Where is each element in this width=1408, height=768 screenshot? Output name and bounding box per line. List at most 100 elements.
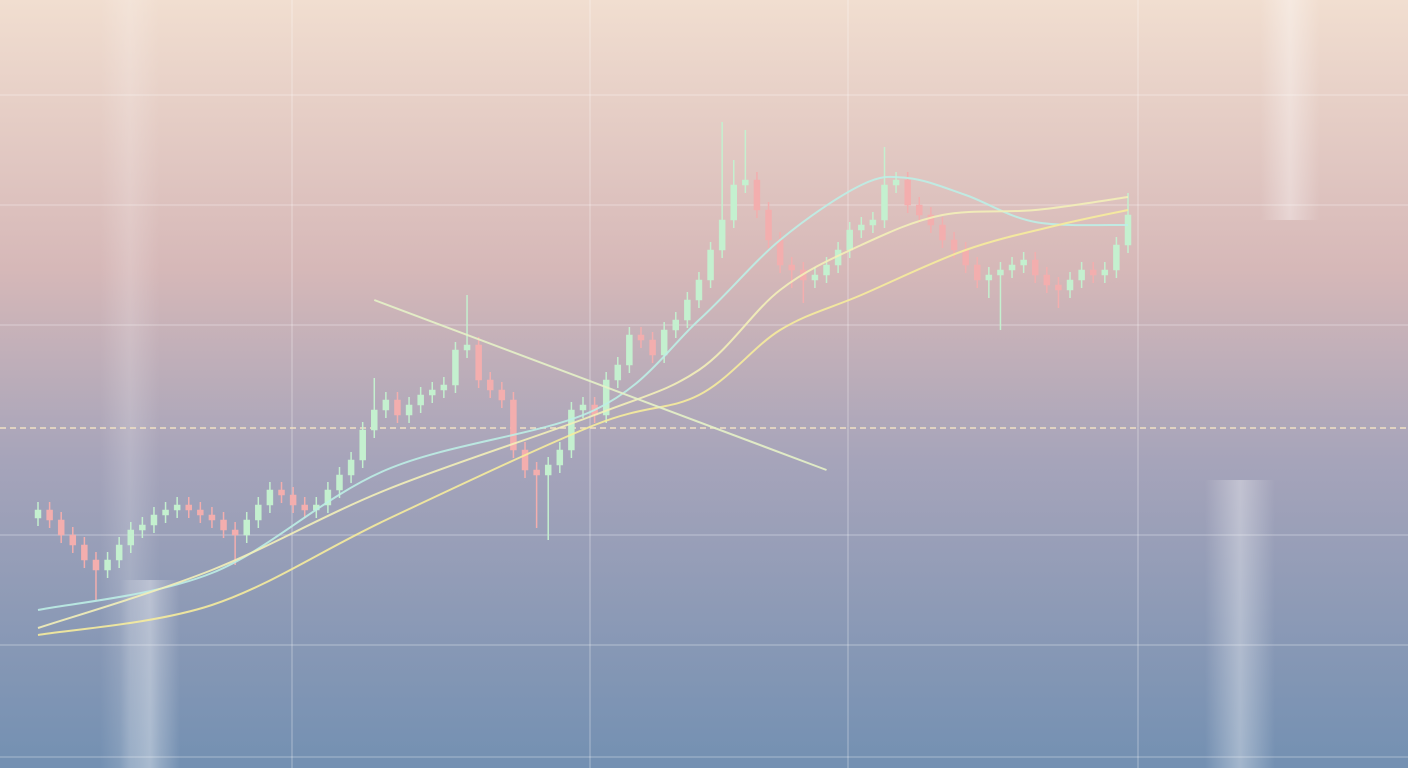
moving-average-line [37,209,1129,636]
candle-body [1055,284,1062,291]
candle-body [463,344,471,351]
candle-body [556,449,564,466]
light-beam [1205,480,1275,768]
candle-body [243,519,250,536]
candle-body [707,249,714,281]
candle-body [417,394,424,406]
moving-average-line [37,196,1129,629]
light-beam [1260,0,1320,220]
candle-body [1124,214,1132,246]
candle-body [892,179,900,186]
candle-body [521,449,529,471]
candle-body [371,409,378,431]
candle-body [776,239,784,266]
candle-body [997,269,1004,276]
candle-body [904,179,911,206]
candle-body [139,524,146,531]
candle-body [568,409,575,451]
trend-line [373,299,827,471]
candle-body [614,364,622,381]
candle-body [255,504,262,521]
candle-body [197,509,204,516]
candle-body [162,509,169,516]
candle-body [974,264,981,281]
candle-body [208,514,216,521]
candle-body [660,329,668,356]
candle-body [602,379,610,416]
candle-body [46,509,53,521]
candle-body [1089,269,1097,276]
candle-body [718,219,726,251]
candle-body [869,219,877,226]
candle-body [1078,269,1085,281]
candle-body [927,214,935,226]
candle-body [811,274,819,281]
candle-body [649,339,656,356]
candle-body [939,224,946,241]
candle-body [440,384,448,391]
candle-body [1020,259,1027,266]
candle-body [452,349,459,386]
candle-body [858,224,865,231]
candle-body [382,399,390,411]
candle-body [266,489,274,506]
candle-body [231,529,239,536]
candle-body [185,504,192,511]
candle-body [672,319,680,331]
candle-body [498,389,506,401]
candle-body [637,334,645,341]
candle-body [753,179,761,211]
candle-body [1008,264,1016,271]
candle-body [92,559,100,571]
candle-body [104,559,111,571]
candle-body [81,544,88,561]
candle-body [579,404,587,411]
candle-body [69,534,77,546]
candle-body [695,279,703,301]
moving-average-line [37,175,1129,611]
candle-body [347,459,355,476]
candle-body [881,184,888,221]
candle-body [916,204,923,216]
candle-body [486,379,494,391]
candle-body [684,299,691,321]
candle-body [220,519,227,531]
candle-body [429,389,436,396]
candle-body [150,514,158,526]
candle-body [765,209,772,241]
candle-body [823,264,830,276]
candle-body [788,264,795,271]
candle-body [127,529,135,546]
candle-body [533,469,540,476]
candle-body [1031,259,1039,276]
candle-body [544,464,552,476]
candle-body [359,429,366,461]
light-beam [120,580,180,768]
candle-body [475,344,482,381]
candle-body [336,474,343,491]
candle-body [34,509,42,519]
candle-body [962,249,969,266]
candle-body [405,404,413,416]
candle-body [950,239,958,251]
candle-body [57,519,65,536]
candle-body [278,489,285,496]
candle-body [626,334,633,366]
candle-body [846,229,853,251]
candle-body [1043,274,1051,286]
candle-body [324,489,332,506]
candle-body [742,179,749,186]
candle-body [301,504,308,511]
candle-body [173,504,181,511]
candle-body [730,184,737,221]
candle-body [1066,279,1074,291]
candle-body [510,399,517,451]
candle-body [394,399,401,416]
candle-body [289,494,297,506]
candle-body [1113,244,1120,271]
candle-body [985,274,993,281]
candle-body [115,544,123,561]
